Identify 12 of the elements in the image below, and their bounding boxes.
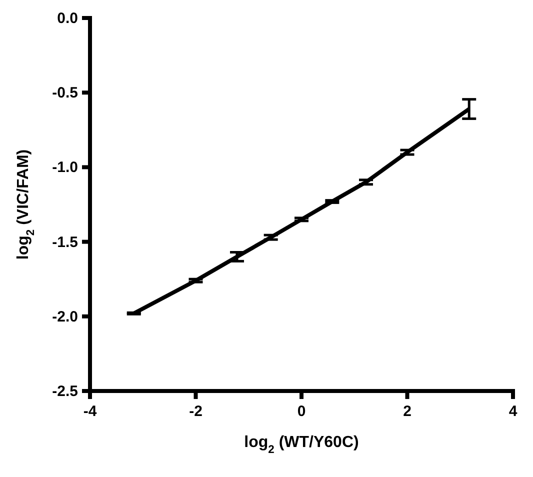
x-tick-label: 4 bbox=[508, 403, 518, 420]
y-tick-label: -0.5 bbox=[52, 84, 78, 102]
y-tick-label: -2.0 bbox=[52, 308, 78, 326]
y-tick-label: -1.5 bbox=[52, 234, 78, 251]
x-tick-label: 0 bbox=[297, 403, 306, 420]
x-axis-title: log$_{2}$ (WT/Y60C) bbox=[244, 434, 359, 456]
y-tick-label: 0.0 bbox=[57, 10, 78, 27]
x-tick-label: -4 bbox=[83, 403, 98, 420]
y-tick-label: -2.5 bbox=[52, 383, 78, 400]
x-tick-label: -2 bbox=[189, 403, 202, 420]
x-tick-label: 2 bbox=[403, 403, 412, 420]
y-tick-label: -1.0 bbox=[52, 159, 78, 176]
